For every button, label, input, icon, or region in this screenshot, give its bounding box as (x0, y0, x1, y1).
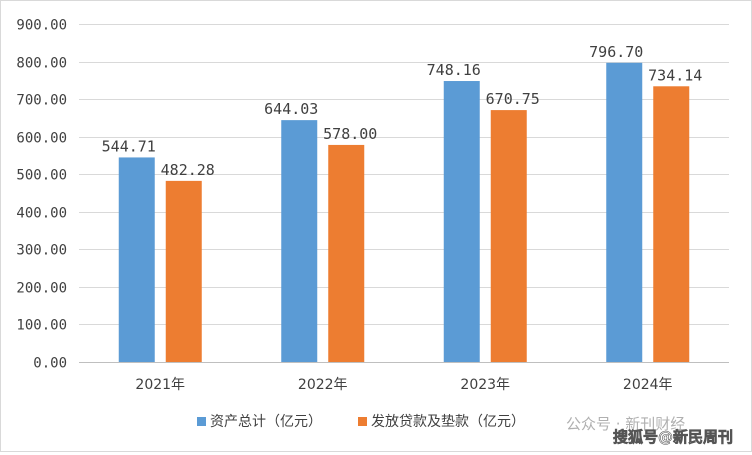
x-tick-label: 2022年 (298, 377, 348, 393)
bar-assets-1 (281, 120, 318, 363)
y-tick-label: 0.00 (33, 356, 67, 372)
bars (118, 62, 690, 363)
y-tick-label: 800.00 (16, 56, 67, 72)
y-tick-label: 400.00 (16, 206, 67, 222)
bar-loans-0 (165, 180, 202, 362)
data-label: 748.16 (427, 61, 481, 79)
x-tick-label: 2021年 (135, 377, 185, 393)
legend: 资产总计（亿元） 发放贷款及垫款（亿元） (197, 414, 525, 430)
bar-loans-3 (653, 86, 690, 362)
data-label: 544.71 (102, 137, 156, 155)
data-label: 734.14 (648, 66, 702, 84)
y-tick-label: 100.00 (16, 318, 67, 334)
y-tick-label: 500.00 (16, 168, 67, 184)
legend-swatch (197, 417, 206, 426)
legend-swatch (358, 417, 367, 426)
legend-label: 资产总计（亿元） (210, 414, 322, 430)
watermark-text: 搜狐号@新民周刊 (613, 428, 733, 446)
y-tick-label: 600.00 (16, 131, 67, 147)
y-tick-label: 300.00 (16, 243, 67, 259)
legend-label: 发放贷款及垫款（亿元） (371, 414, 525, 430)
bar-loans-2 (490, 110, 527, 363)
data-label: 482.28 (161, 161, 215, 179)
data-labels: 544.71 482.28 644.03 578.00 748.16 670.75 796.… (102, 43, 703, 179)
data-label: 578.00 (323, 125, 377, 143)
y-axis: 0.00 100.00 200.00 300.00 400.00 500.00 600.00… (16, 18, 67, 372)
bar-assets-0 (118, 157, 155, 362)
bar-loans-1 (328, 144, 365, 362)
y-tick-label: 200.00 (16, 281, 67, 297)
y-tick-label: 900.00 (16, 18, 67, 34)
bar-assets-3 (606, 62, 643, 362)
data-label: 796.70 (589, 43, 643, 61)
x-tick-label: 2023年 (460, 377, 510, 393)
watermark-text: 公众号 · 新刊财经 (566, 415, 685, 433)
data-label: 670.75 (486, 90, 540, 108)
x-axis: 2021年 2022年 2023年 2024年 (135, 377, 672, 393)
y-tick-label: 700.00 (16, 93, 67, 109)
data-label: 644.03 (264, 100, 318, 118)
x-tick-label: 2024年 (623, 377, 673, 393)
bar-assets-2 (443, 81, 480, 362)
